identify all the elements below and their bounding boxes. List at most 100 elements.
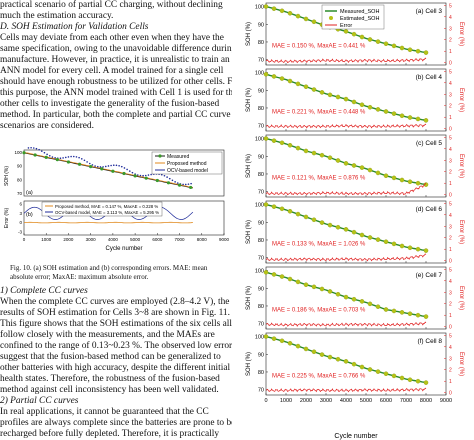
estimated-soh-marker — [383, 239, 389, 244]
fig10-xtick-label: 7000 — [175, 237, 186, 242]
estimated-soh-marker — [263, 334, 269, 339]
error-tick-label: 0 — [449, 259, 452, 265]
error-axis-label: Error (%) — [458, 220, 464, 244]
fig10-xtick-label: 5000 — [130, 237, 141, 242]
panel-label-bg — [414, 336, 444, 345]
soh-axis-label: SOH (%) — [246, 220, 252, 244]
estimated-soh-marker — [303, 214, 309, 220]
fig10a-legend-measured: Measured — [167, 154, 189, 160]
fig10b-ytick-label: 3 — [19, 211, 22, 216]
fig10-ocv-point — [147, 174, 150, 176]
error-line — [265, 57, 427, 64]
fig10-ocv-point — [30, 146, 32, 149]
estimated-soh-marker — [399, 375, 405, 381]
soh-tick-label: 70 — [258, 388, 264, 394]
error-tick-label: 5 — [449, 267, 452, 273]
fig10b-ylabel: Error (%) — [4, 208, 10, 229]
fig10-measured-marker — [166, 181, 171, 185]
estimated-soh-marker — [367, 367, 373, 372]
estimated-soh-marker — [351, 163, 357, 168]
estimated-soh-marker — [407, 47, 413, 53]
fig10-ocv-point — [96, 165, 99, 168]
estimated-soh-marker — [311, 217, 317, 223]
fig10-measured-marker — [177, 183, 182, 187]
estimated-soh-marker — [415, 48, 421, 54]
fig10-measured-marker — [100, 167, 104, 171]
text-line: other batteries with high accuracy, desp… — [0, 363, 231, 373]
fig10-ocv-point — [48, 155, 51, 157]
text-line: health states. Therefore, the robustness… — [0, 374, 220, 384]
estimated-soh-marker — [391, 43, 397, 49]
fig10-ocv-point — [43, 151, 46, 154]
fig10a-legend-ocv: OCV-based model — [167, 168, 208, 174]
estimated-soh-marker — [383, 173, 389, 178]
cell-panel: 100 90 80 70 5 4 3 2 1 0 SOH (%) Error (%) (c) Cell … — [246, 134, 464, 199]
estimated-soh-marker — [367, 167, 373, 173]
soh-tick-label: 100 — [255, 335, 264, 341]
error-axis-label: Error (%) — [458, 88, 464, 112]
estimated-soh-marker — [271, 74, 277, 79]
estimated-soh-marker — [279, 274, 285, 279]
estimated-soh-marker — [319, 90, 325, 95]
estimated-soh-marker — [319, 220, 325, 225]
soh-tick-label: 80 — [258, 106, 264, 112]
soh-tick-label: 90 — [258, 220, 264, 226]
fig10-ocv-point — [139, 174, 142, 177]
estimated-soh-marker — [287, 209, 293, 214]
error-line — [265, 183, 427, 196]
soh-tick-label: 70 — [258, 322, 264, 328]
fig10-measured-marker — [144, 176, 148, 180]
error-tick-label: 3 — [449, 290, 452, 296]
panel-label: (c) Cell 5 — [416, 140, 442, 147]
fig10-ocv-point — [67, 156, 70, 158]
panel-label-bg — [414, 138, 444, 147]
estimated-soh-marker — [335, 94, 341, 100]
error-tick-label: 5 — [449, 201, 452, 207]
fig10-ocv-point — [107, 165, 110, 167]
estimated-soh-marker — [423, 380, 429, 385]
text-line: In real applications, it cannot be guara… — [0, 407, 209, 417]
estimated-soh-marker — [407, 115, 413, 120]
estimated-soh-marker — [279, 76, 285, 81]
text-line: 2) Partial CC curves — [0, 396, 79, 406]
soh-tick-label: 90 — [258, 154, 264, 160]
fig10-ocv-point — [166, 176, 168, 178]
estimated-soh-marker — [391, 111, 397, 116]
x-tick-label: 3000 — [320, 398, 332, 404]
soh-tick-label: 70 — [258, 190, 264, 196]
estimated-soh-marker — [311, 150, 317, 156]
fig10-ocv-point — [118, 164, 120, 167]
panel-label: (e) Cell 7 — [416, 272, 443, 279]
fig10-ocv-point — [171, 179, 174, 182]
error-line — [265, 387, 427, 393]
mae-text: MAE = 0.221 %, MaxAE = 0.448 % — [272, 110, 366, 116]
fig10-proposed-line — [23, 151, 193, 188]
text-line: same specification, owing to the unavoid… — [0, 44, 232, 54]
error-line — [265, 123, 427, 129]
estimated-soh-marker — [311, 349, 317, 355]
estimated-soh-marker — [303, 282, 309, 287]
estimated-soh-marker — [279, 8, 285, 14]
fig10-ocv-point — [128, 170, 131, 172]
fig10b-panel-label: (b) — [26, 212, 33, 218]
estimated-soh-marker — [271, 6, 277, 11]
fig10-ocv-point — [104, 165, 107, 168]
fig10b-frame — [23, 200, 225, 236]
error-tick-label: 2 — [449, 170, 452, 176]
error-tick-label: 3 — [449, 158, 452, 164]
x-tick-label: 4000 — [340, 398, 352, 404]
estimated-soh-marker — [335, 292, 341, 297]
fig10-xticks: 0 1000 2000 3000 4000 5000 6000 7000 8000 9000 — [23, 233, 230, 242]
fig10-measured-marker — [22, 151, 26, 155]
estimated-soh-marker — [367, 105, 373, 110]
estimated-soh-marker — [399, 243, 405, 249]
estimated-soh-marker — [407, 311, 413, 317]
fig10-ocv-point — [163, 174, 166, 177]
estimated-soh-marker — [383, 41, 389, 46]
fig10-ocv-point — [174, 181, 176, 183]
fig10-ocv-point — [83, 159, 86, 162]
x-tick-label: 1000 — [280, 398, 292, 404]
soh-tick-label: 90 — [258, 352, 264, 358]
fig10-measured-marker — [66, 160, 71, 164]
legend-label: Measured_SOH — [340, 9, 379, 15]
